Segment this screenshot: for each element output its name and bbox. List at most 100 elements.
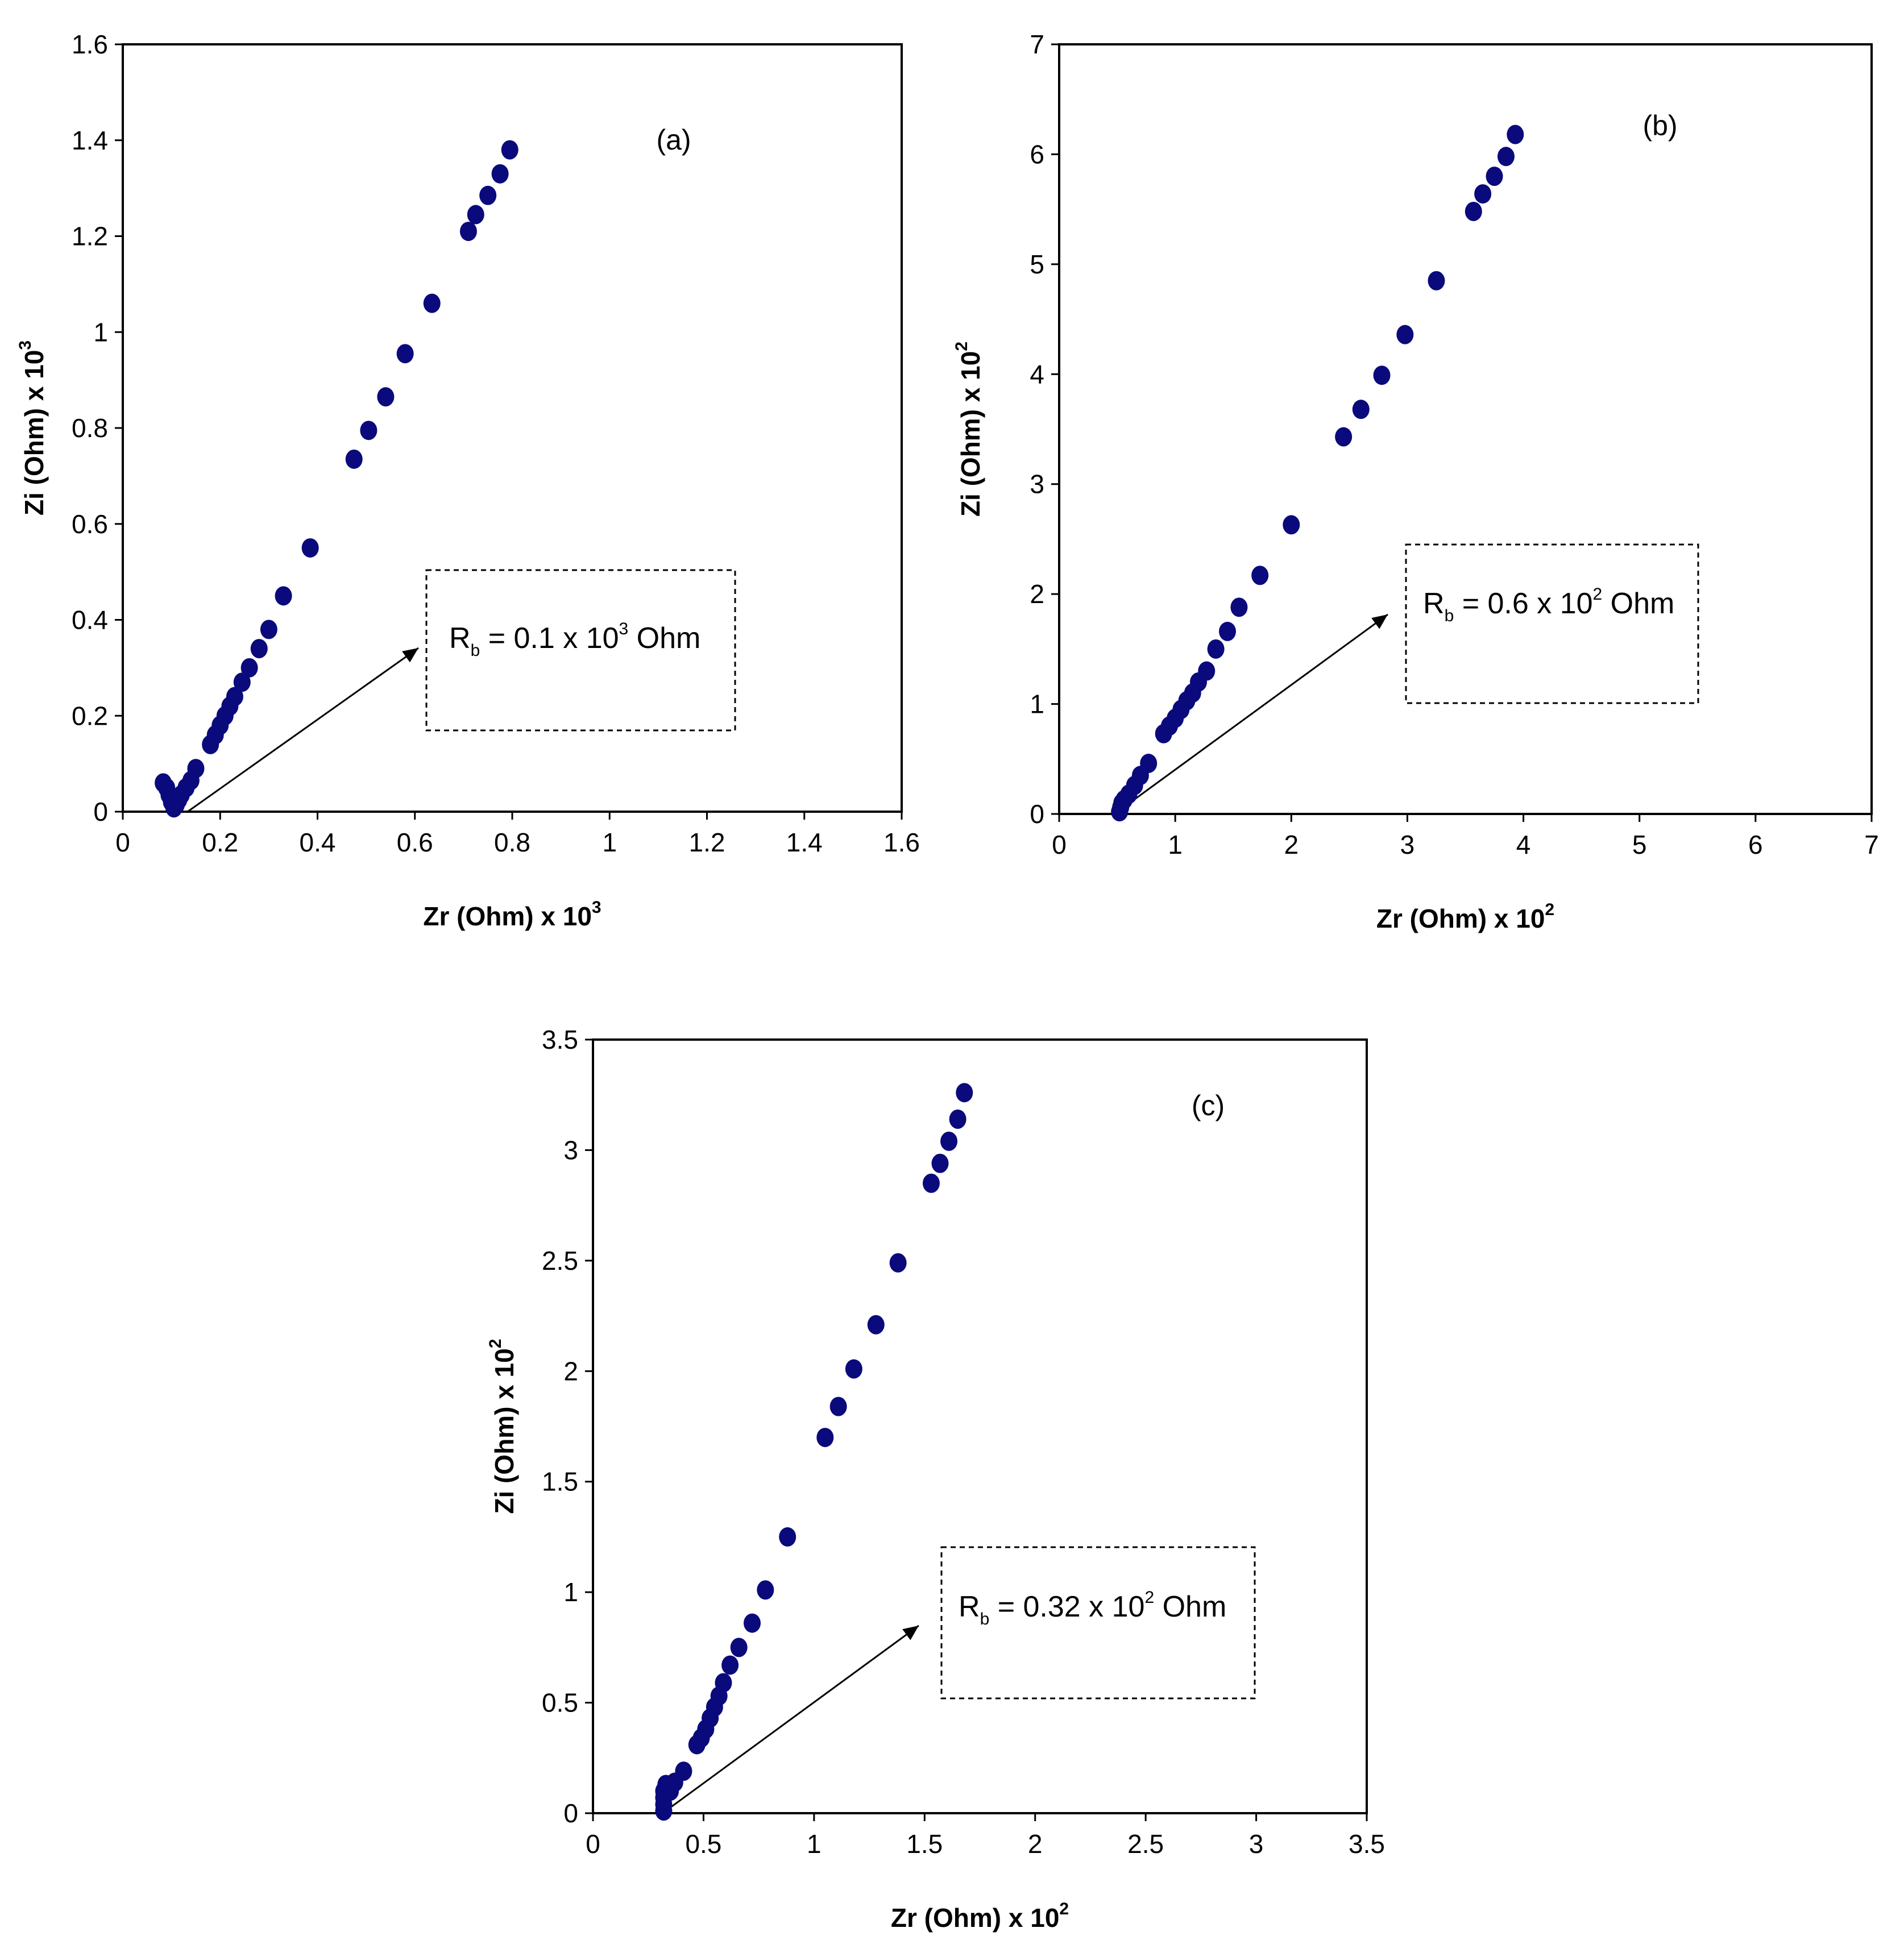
annotation-arrow <box>187 647 419 813</box>
y-tick-label: 0.5 <box>542 1688 578 1718</box>
data-point <box>250 639 268 659</box>
x-axis-title: Zr (Ohm) x 103 <box>423 898 601 931</box>
data-point <box>1486 167 1503 186</box>
data-point <box>845 1359 862 1379</box>
y-tick-label: 2 <box>1030 579 1044 609</box>
data-point <box>226 687 243 707</box>
x-axis-title: Zr (Ohm) x 102 <box>891 1900 1069 1933</box>
y-tick-label: 5 <box>1030 250 1044 279</box>
data-point <box>1465 202 1482 222</box>
chart-panel-c: 0 0.5 1 1.5 2 2.5 3 3.5 0 0.5 1 1.5 2 2.5 3 3.5 Zr (Ohm)… <box>486 1025 1385 1933</box>
y-tick-label: 2.5 <box>542 1246 578 1275</box>
x-tick-label: 0 <box>1052 830 1067 859</box>
data-point <box>260 620 277 639</box>
data-point <box>889 1253 907 1273</box>
data-point <box>940 1131 958 1151</box>
x-tick-label: 4 <box>1516 830 1531 859</box>
data-point <box>922 1173 940 1193</box>
y-tick-label: 0 <box>1030 799 1044 829</box>
y-axis-title: Zi (Ohm) x 103 <box>16 340 49 516</box>
data-point <box>730 1638 748 1657</box>
data-point <box>240 658 258 678</box>
x-tick-label: 0.5 <box>685 1829 721 1859</box>
data-point <box>1396 325 1414 344</box>
chart-panel-b: 0 1 2 3 4 5 6 7 0 1 2 3 4 5 6 7 Zr (Ohm) x 102 Zi (Ohm) x… <box>952 30 1879 933</box>
y-tick-label: 1.6 <box>72 30 108 59</box>
data-point <box>479 185 497 205</box>
y-tick-label: 1 <box>563 1577 578 1607</box>
annotation-text: Rb = 0.1 x 103 Ohm <box>449 620 700 660</box>
x-tick-label: 3 <box>1249 1829 1264 1859</box>
data-point <box>829 1397 847 1416</box>
data-point <box>1230 597 1248 617</box>
y-axis-title: Zi (Ohm) x 102 <box>486 1339 519 1514</box>
annotation-text: Rb = 0.6 x 102 Ohm <box>1423 585 1674 625</box>
data-point <box>779 1527 797 1547</box>
y-tick-label: 7 <box>1030 30 1044 59</box>
data-point <box>459 222 477 242</box>
x-tick-label: 1 <box>602 828 617 857</box>
data-point <box>467 205 484 225</box>
annotation-text: Rb = 0.32 x 102 Ohm <box>959 1588 1226 1628</box>
x-axis-title: Zr (Ohm) x 102 <box>1376 900 1554 933</box>
data-point <box>1497 147 1515 167</box>
x-tick-label: 0.8 <box>494 828 530 857</box>
x-tick-label: 1 <box>807 1829 822 1859</box>
x-tick-label: 1.2 <box>689 828 725 857</box>
y-tick-label: 0.8 <box>72 413 108 443</box>
data-point <box>275 586 292 606</box>
x-tick-label: 0 <box>115 828 130 857</box>
annotation-box <box>425 569 736 732</box>
y-axis-title: Zi (Ohm) x 102 <box>952 342 985 517</box>
data-point <box>715 1673 732 1693</box>
panel-label: (b) <box>1642 110 1677 142</box>
data-point <box>743 1613 761 1633</box>
data-point <box>301 538 319 558</box>
annotation-box <box>940 1546 1256 1700</box>
data-point <box>501 140 518 160</box>
data-point <box>1352 400 1370 419</box>
data-point <box>931 1153 949 1173</box>
x-tick-label: 7 <box>1864 830 1879 859</box>
data-point <box>1207 639 1225 659</box>
x-tick-label: 2.5 <box>1127 1829 1164 1859</box>
y-tick-label: 1.5 <box>542 1467 578 1497</box>
data-point <box>1428 271 1445 290</box>
y-tick-label: 2 <box>563 1356 578 1386</box>
data-point <box>1373 365 1391 385</box>
data-point <box>345 449 363 469</box>
y-tick-label: 0.2 <box>72 701 108 730</box>
y-tick-label: 1 <box>1030 689 1044 719</box>
x-tick-label: 1 <box>1168 830 1183 859</box>
x-tick-label: 6 <box>1748 830 1763 859</box>
data-point <box>1507 124 1524 144</box>
x-tick-label: 0 <box>586 1829 600 1859</box>
y-tick-label: 0 <box>563 1798 578 1828</box>
x-tick-label: 2 <box>1284 830 1299 859</box>
y-tick-label: 0.6 <box>72 509 108 539</box>
annotation-arrow <box>667 1624 919 1810</box>
data-point <box>757 1580 774 1600</box>
chart-panel-a: 0 0.2 0.4 0.6 0.8 1 1.2 1.4 1.6 0 0.2 0.4 0.6 0.8 1 1.2… <box>16 30 920 931</box>
x-tick-label: 5 <box>1632 830 1647 859</box>
x-tick-label: 0.4 <box>300 828 336 857</box>
x-tick-label: 2 <box>1028 1829 1043 1859</box>
data-point <box>1335 427 1353 447</box>
data-point <box>721 1655 739 1675</box>
data-point <box>491 164 509 184</box>
data-point <box>1474 184 1492 204</box>
x-tick-label: 1.5 <box>906 1829 943 1859</box>
y-tick-label: 0.4 <box>72 605 108 635</box>
data-point <box>956 1083 973 1103</box>
panel-label: (c) <box>1192 1090 1225 1121</box>
data-point <box>816 1427 834 1447</box>
data-point <box>423 293 441 313</box>
data-point <box>1283 515 1300 535</box>
data-point <box>1140 754 1158 774</box>
y-tick-label: 4 <box>1030 359 1044 389</box>
y-tick-label: 1 <box>93 317 108 347</box>
y-tick-label: 3 <box>1030 469 1044 499</box>
data-point <box>949 1109 966 1129</box>
data-point <box>360 421 378 441</box>
